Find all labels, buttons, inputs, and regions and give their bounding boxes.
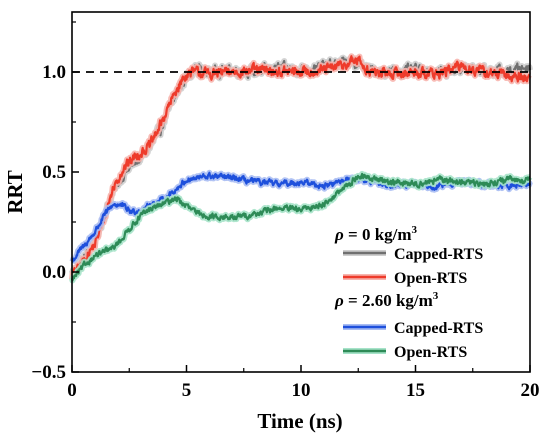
series-halo-capped-rts-group0: [69, 54, 533, 276]
legend-group-1-heading: ρ = 0 kg/m3: [334, 224, 418, 244]
legend-label-capped-rts-rho0: Capped-RTS: [394, 246, 483, 263]
legend-group-2-heading: ρ = 2.60 kg/m3: [334, 290, 439, 310]
y-tick-label: 1.0: [42, 62, 66, 83]
x-tick-label: 10: [292, 380, 311, 401]
axis-ticks: 0 5 10 15 20 −0.5 0.0 0.5 1.0: [31, 21, 540, 401]
y-tick-label: 0.5: [42, 162, 66, 183]
legend-label-open-rts-rho260: Open-RTS: [394, 344, 467, 361]
x-axis-title: Time (ns): [257, 409, 342, 433]
series-line-capped-rts-group0: [70, 56, 532, 275]
x-tick-label: 5: [182, 380, 192, 401]
x-tick-label: 20: [521, 380, 540, 401]
x-tick-label: 0: [67, 380, 77, 401]
y-tick-label: −0.5: [31, 362, 66, 383]
series-line-open-rts-group1: [70, 172, 531, 282]
y-tick-label: 0.0: [42, 262, 66, 283]
legend-label-capped-rts-rho260: Capped-RTS: [394, 320, 483, 337]
legend-label-open-rts-rho0: Open-RTS: [394, 270, 467, 287]
legend: ρ = 0 kg/m3 Capped-RTS Open-RTS ρ = 2.60…: [334, 224, 483, 361]
series-line-open-rts-group0: [70, 55, 531, 280]
series-halo-open-rts-group1: [69, 170, 533, 284]
y-axis-title: RRT: [3, 170, 27, 214]
x-tick-label: 15: [406, 380, 425, 401]
